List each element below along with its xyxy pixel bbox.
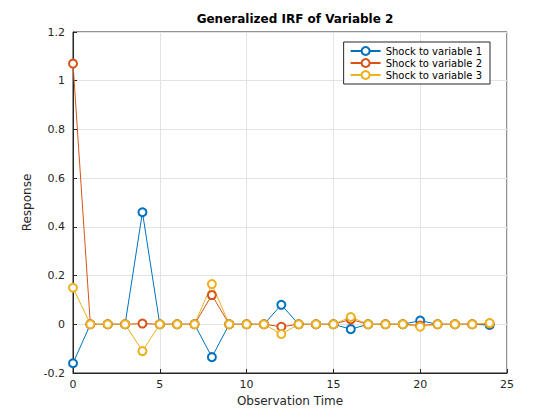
svg-text:5: 5 <box>156 378 163 391</box>
svg-text:25: 25 <box>500 378 514 391</box>
svg-text:0.6: 0.6 <box>48 172 66 185</box>
svg-text:0.4: 0.4 <box>48 220 66 233</box>
svg-text:0.8: 0.8 <box>48 123 66 136</box>
svg-text:Generalized IRF of Variable 2: Generalized IRF of Variable 2 <box>197 12 394 26</box>
svg-text:0.2: 0.2 <box>48 269 66 282</box>
svg-text:1.2: 1.2 <box>48 26 66 39</box>
svg-text:20: 20 <box>413 378 427 391</box>
svg-text:0: 0 <box>70 378 77 391</box>
svg-text:-0.2: -0.2 <box>44 367 65 380</box>
svg-text:0: 0 <box>58 318 65 331</box>
svg-text:Shock to variable 3: Shock to variable 3 <box>386 70 482 81</box>
svg-text:Observation Time: Observation Time <box>237 394 343 408</box>
svg-text:15: 15 <box>326 378 340 391</box>
svg-text:Shock to variable 2: Shock to variable 2 <box>386 58 482 69</box>
svg-text:1: 1 <box>58 74 65 87</box>
svg-text:Response: Response <box>20 174 34 232</box>
svg-text:10: 10 <box>240 378 254 391</box>
svg-text:Shock to variable 1: Shock to variable 1 <box>386 46 482 57</box>
